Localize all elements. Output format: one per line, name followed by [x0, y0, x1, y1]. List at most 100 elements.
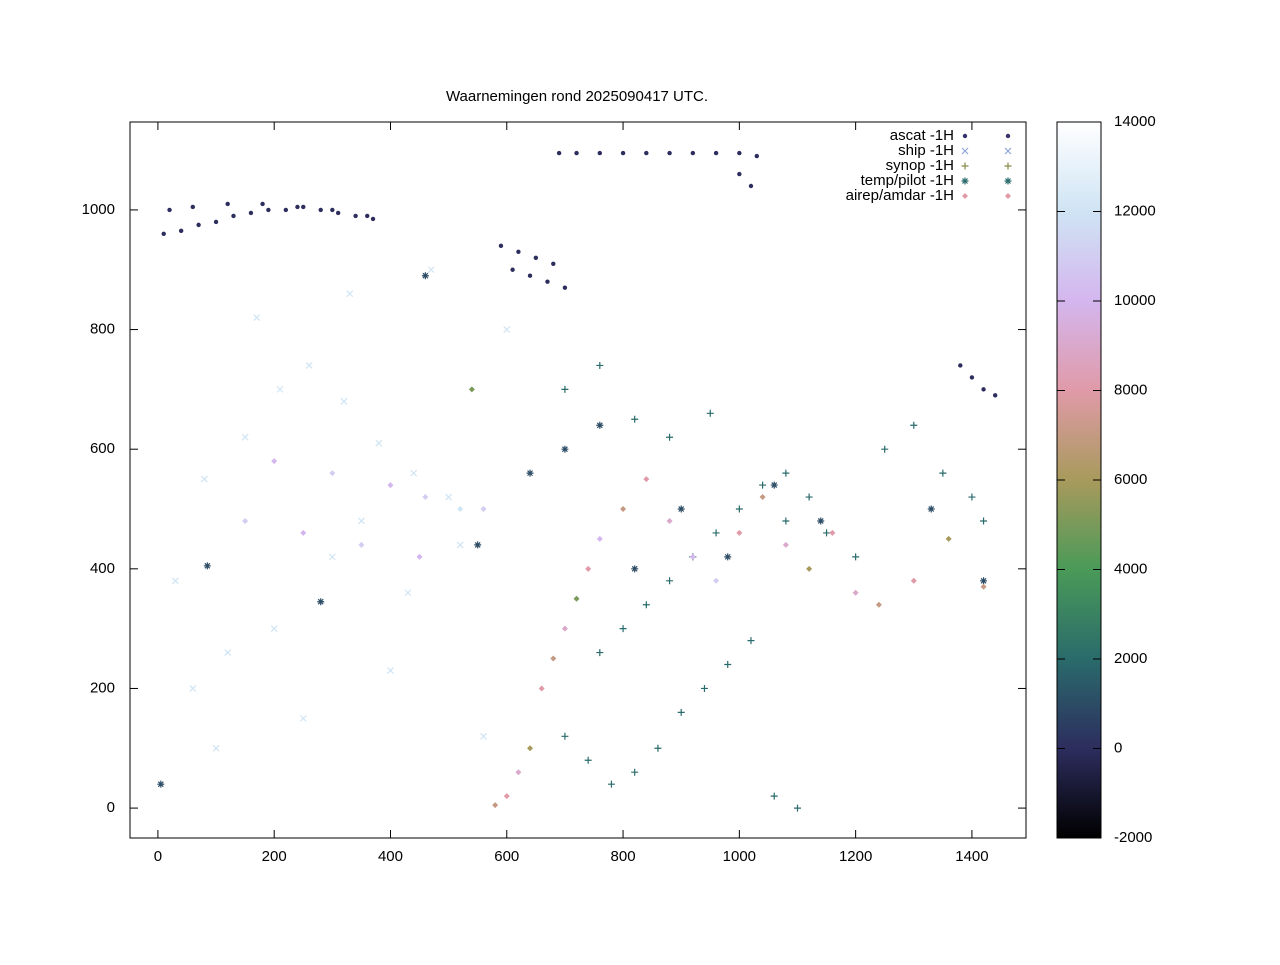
point [852, 553, 860, 561]
point [852, 589, 859, 596]
point [968, 493, 976, 501]
point [225, 201, 230, 207]
legend-label: temp/pilot -1H [861, 172, 954, 189]
legend-label: ascat -1H [890, 127, 954, 144]
point [212, 744, 220, 752]
point [823, 529, 831, 537]
point [178, 228, 184, 234]
point [503, 793, 510, 800]
x-tick-label: 1400 [955, 848, 988, 865]
point [631, 415, 639, 423]
point [556, 150, 562, 156]
point [167, 207, 172, 213]
point [817, 517, 825, 525]
point [677, 708, 685, 716]
point [939, 469, 947, 477]
colorbar-tick-label: 6000 [1114, 471, 1147, 488]
point [468, 386, 475, 393]
point [712, 529, 720, 537]
point [980, 583, 987, 590]
legend-label: ship -1H [898, 142, 954, 159]
x-tick-label: 200 [262, 848, 287, 865]
point [203, 562, 211, 570]
point [642, 601, 650, 609]
point [242, 517, 249, 524]
x-tick-label: 0 [154, 848, 162, 865]
point [561, 732, 569, 740]
point [318, 207, 323, 213]
point [375, 439, 383, 447]
legend-marker [962, 133, 968, 139]
point [276, 385, 284, 393]
legend-marker [1004, 177, 1012, 185]
point [335, 210, 341, 216]
point [480, 506, 487, 513]
point [596, 535, 603, 542]
colorbar-tick-label: 8000 [1114, 381, 1147, 398]
point [157, 780, 165, 788]
point [357, 517, 365, 525]
colorbar-tick-label: 14000 [1114, 113, 1156, 130]
legend-marker [962, 193, 968, 199]
point [300, 529, 307, 536]
point [492, 802, 499, 809]
point [689, 553, 696, 560]
x-tick-label: 800 [611, 848, 636, 865]
point [677, 505, 685, 513]
y-tick-label: 0 [107, 799, 115, 816]
point [573, 595, 580, 602]
point [474, 541, 482, 549]
point [527, 273, 533, 278]
point [510, 267, 515, 272]
point [574, 150, 579, 156]
point [427, 266, 435, 274]
point [666, 517, 673, 524]
point [782, 541, 789, 548]
colorbar-tick-label: 12000 [1114, 202, 1156, 219]
point [958, 363, 963, 368]
x-tick-label: 1000 [723, 848, 756, 865]
point [445, 493, 453, 501]
point [283, 207, 289, 213]
point [666, 577, 674, 585]
point [358, 541, 365, 548]
point [585, 565, 592, 572]
point [737, 171, 742, 177]
chart-title: Waarnemingen rond 2025090417 UTC. [446, 88, 708, 105]
point [782, 469, 790, 477]
point [724, 661, 732, 669]
point [706, 409, 714, 417]
x-tick-label: 400 [378, 848, 403, 865]
point [596, 649, 604, 657]
point [404, 589, 412, 597]
point [329, 470, 336, 477]
point [516, 249, 521, 255]
point [584, 756, 592, 764]
y-tick-label: 600 [90, 440, 115, 457]
point [597, 150, 603, 156]
point [992, 393, 998, 398]
point [545, 279, 550, 284]
point [713, 150, 719, 156]
point [231, 213, 236, 219]
point [538, 685, 545, 692]
point [910, 421, 918, 429]
legend-marker [961, 162, 969, 170]
point [980, 577, 988, 585]
point [759, 481, 767, 489]
point [365, 213, 370, 219]
point [748, 183, 754, 189]
point [713, 577, 720, 584]
point [754, 153, 759, 159]
point [805, 493, 813, 501]
point [747, 637, 755, 645]
point [241, 433, 249, 441]
point [643, 476, 650, 483]
x-tick-label: 600 [494, 848, 519, 865]
point [969, 375, 975, 380]
point [736, 529, 743, 536]
point [619, 625, 627, 633]
x-tick-label: 1200 [839, 848, 872, 865]
